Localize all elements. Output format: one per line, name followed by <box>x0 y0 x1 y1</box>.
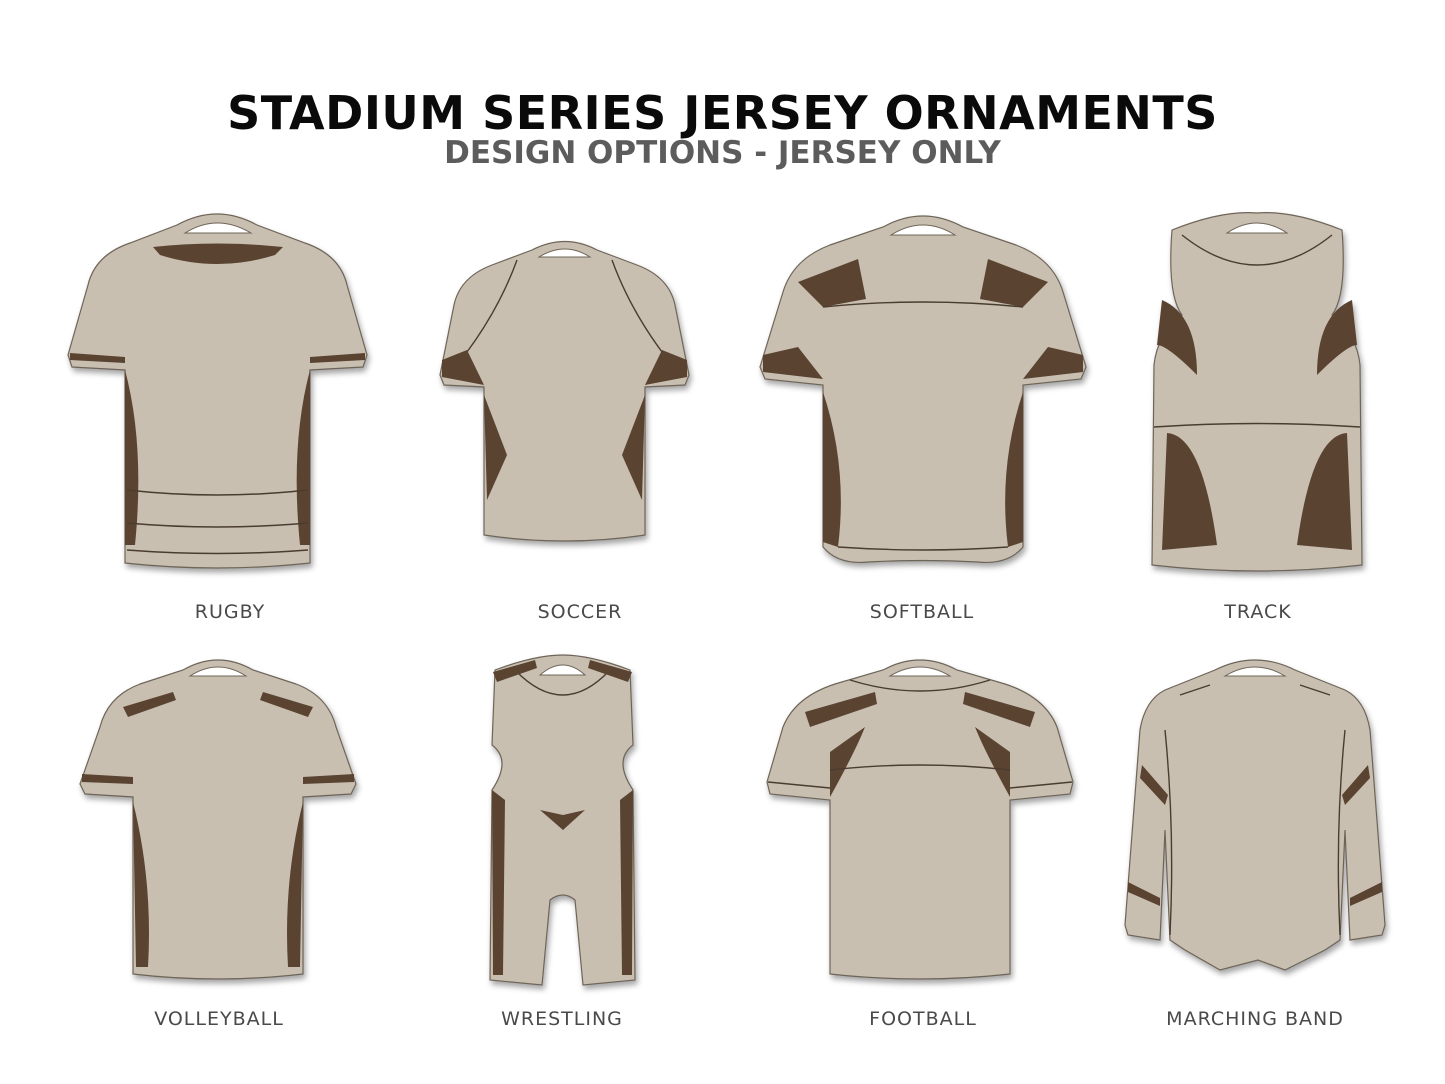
short-sleeve-jersey-icon <box>766 659 1074 980</box>
short-sleeve-jersey-icon <box>67 213 368 569</box>
jersey-label-soccer: SOCCER <box>537 601 623 623</box>
singlet-jersey-icon <box>489 654 636 986</box>
track-jersey-ornament <box>1142 205 1372 580</box>
softball-jersey-ornament <box>758 207 1088 577</box>
rugby-jersey-ornament <box>65 205 370 585</box>
jersey-label-football: FOOTBALL <box>869 1008 977 1030</box>
jersey-label-track: TRACK <box>1224 601 1292 623</box>
long-sleeve-jersey-icon <box>1124 659 1386 971</box>
jersey-label-softball: SOFTBALL <box>869 601 975 623</box>
short-sleeve-jersey-icon <box>439 241 690 542</box>
soccer-jersey-ornament <box>437 235 692 550</box>
page-subtitle: DESIGN OPTIONS - JERSEY ONLY <box>444 135 1001 171</box>
volleyball-jersey-ornament <box>78 652 358 992</box>
page-title: STADIUM SERIES JERSEY ORNAMENTS <box>227 86 1218 140</box>
jersey-label-marching-band: MARCHING BAND <box>1166 1008 1344 1030</box>
football-jersey-ornament <box>765 652 1075 992</box>
jersey-label-wrestling: WRESTLING <box>501 1008 623 1030</box>
short-sleeve-jersey-icon <box>79 659 357 980</box>
wrestling-jersey-ornament <box>485 650 640 995</box>
jersey-label-rugby: RUGBY <box>194 601 266 623</box>
jersey-label-volleyball: VOLLEYBALL <box>154 1008 284 1030</box>
tank-jersey-icon <box>1151 212 1363 572</box>
short-sleeve-jersey-icon <box>759 215 1087 564</box>
marching-band-jersey-ornament <box>1120 650 1390 990</box>
